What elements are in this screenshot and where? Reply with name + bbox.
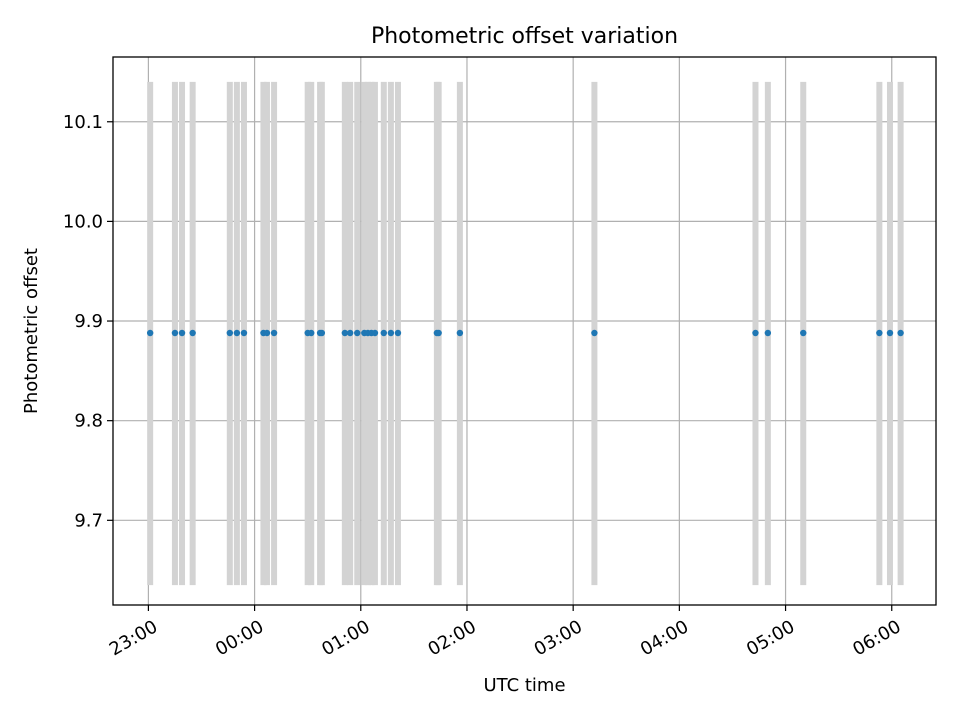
data-point: [354, 329, 361, 337]
data-point: [394, 329, 402, 337]
data-point: [387, 329, 395, 337]
data-point: [341, 329, 349, 337]
y-tick-label: 10.0: [63, 211, 103, 232]
y-tick-label: 10.1: [63, 112, 103, 133]
data-point: [308, 329, 315, 337]
chart-title: Photometric offset variation: [371, 24, 678, 49]
x-axis-label: UTC time: [483, 675, 565, 696]
data-point: [456, 329, 464, 337]
y-tick-label: 9.7: [74, 510, 103, 531]
data-point: [876, 329, 883, 337]
data-point: [178, 329, 186, 337]
data-point: [764, 329, 772, 337]
data-point: [800, 329, 807, 337]
data-point: [171, 329, 179, 337]
data-point: [233, 329, 241, 337]
data-point: [886, 329, 894, 337]
data-point: [146, 329, 154, 337]
data-point: [380, 329, 387, 337]
data-point: [752, 329, 759, 337]
data-point: [318, 329, 326, 337]
data-point: [591, 329, 598, 337]
data-point: [189, 329, 196, 337]
data-point-layer: [146, 329, 904, 337]
data-point: [240, 329, 248, 337]
y-tick-label: 9.8: [74, 411, 103, 432]
data-point: [263, 329, 271, 337]
grid-layer: [113, 57, 936, 605]
y-tick-label: 9.9: [74, 311, 103, 332]
y-axis-label: Photometric offset: [21, 248, 42, 414]
data-point: [435, 329, 442, 337]
data-point: [270, 329, 278, 337]
plot-frame: [112, 56, 937, 606]
data-point: [371, 329, 379, 337]
data-point: [897, 329, 904, 337]
data-point: [346, 329, 354, 337]
data-point: [226, 329, 234, 337]
